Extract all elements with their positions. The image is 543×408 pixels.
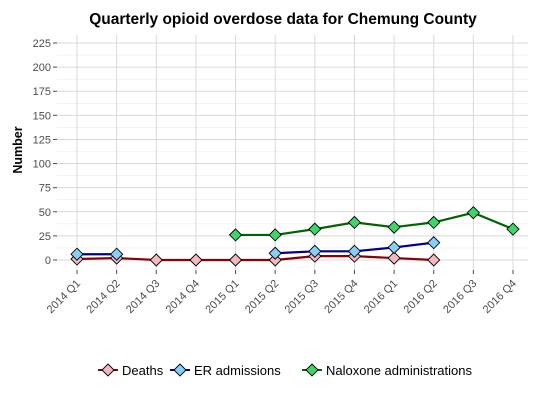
y-tick-label: 125	[33, 134, 51, 146]
legend-key-marker	[305, 363, 319, 377]
x-tick-label: 2016 Q1	[362, 278, 400, 316]
data-point	[427, 253, 441, 267]
y-tick-label: 225	[33, 38, 51, 50]
y-tick-label: 0	[45, 255, 51, 267]
data-point	[506, 222, 520, 236]
x-tick-label: 2016 Q3	[441, 278, 479, 316]
data-point	[189, 253, 203, 267]
data-point	[308, 244, 322, 258]
x-tick-label: 2015 Q3	[283, 278, 321, 316]
data-point	[347, 244, 362, 258]
data-point	[268, 228, 282, 242]
data-point	[427, 236, 441, 250]
y-tick-label: 25	[39, 231, 51, 243]
x-tick-label: 2014 Q2	[84, 278, 122, 316]
y-axis-label: Number	[11, 126, 25, 173]
x-tick-label: 2015 Q4	[322, 278, 360, 316]
data-point	[387, 220, 401, 234]
data-point	[268, 253, 282, 267]
data-point	[268, 246, 282, 260]
y-tick-label: 50	[39, 207, 51, 219]
data-point	[387, 240, 401, 255]
y-tick-label: 100	[33, 159, 51, 171]
legend-key-marker	[101, 363, 115, 377]
x-tick-label: 2014 Q4	[164, 278, 202, 316]
data-point	[149, 253, 163, 267]
x-tick-label: 2016 Q4	[481, 278, 519, 316]
legend-label: Deaths	[122, 363, 164, 378]
x-tick-label: 2015 Q1	[203, 278, 241, 316]
y-tick-label: 75	[39, 183, 51, 195]
y-tick-label: 175	[33, 86, 51, 98]
legend-label: ER admissions	[194, 363, 281, 378]
legend-label: Naloxone administrations	[326, 363, 472, 378]
data-point	[466, 206, 481, 220]
x-tick-label: 2016 Q2	[402, 278, 440, 316]
chart-title: Quarterly opioid overdose data for Chemu…	[89, 11, 477, 28]
data-point	[228, 253, 243, 267]
data-point	[70, 247, 84, 261]
series-line	[235, 211, 514, 237]
data-point	[308, 222, 322, 236]
series-line	[76, 255, 434, 262]
x-tick-label: 2015 Q2	[243, 278, 281, 316]
legend: Deaths ER admissions Naloxone administrati…	[98, 363, 472, 378]
data-point	[228, 228, 243, 242]
y-tick-label: 150	[33, 110, 51, 122]
data-point	[109, 247, 124, 261]
x-tick-label: 2014 Q3	[124, 278, 162, 316]
data-point	[427, 215, 441, 230]
data-point	[347, 215, 362, 230]
legend-key-marker	[173, 363, 187, 377]
y-tick-label: 200	[33, 62, 51, 74]
data-point	[387, 251, 401, 265]
x-tick-label: 2014 Q1	[45, 278, 83, 316]
